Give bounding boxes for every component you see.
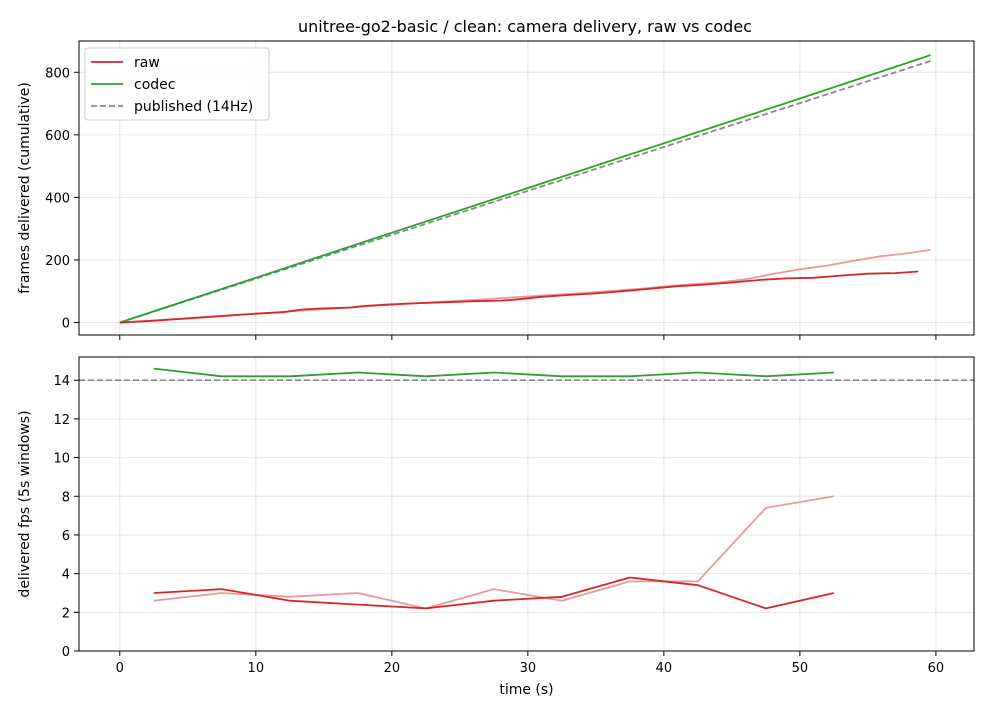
legend: raw codec published (14Hz) bbox=[84, 47, 270, 121]
y-tick-label: 800 bbox=[45, 66, 70, 81]
legend-label-published: published (14Hz) bbox=[134, 99, 253, 115]
chart-panel-2: 0 10 20 30 40 50 60 0 2 4 6 8 10 12 14 delivered fps (5… bbox=[17, 356, 975, 698]
series-line-published bbox=[119, 60, 931, 324]
y-tick-label: 14 bbox=[53, 374, 70, 389]
y-tick-label: 0 bbox=[62, 316, 70, 331]
y-axis-label: frames delivered (cumulative) bbox=[17, 82, 33, 294]
y-tick-label: 200 bbox=[45, 254, 70, 269]
y-tick-label: 6 bbox=[62, 529, 70, 544]
y-tick-label: 400 bbox=[45, 191, 70, 206]
x-axis-label: time (s) bbox=[499, 682, 553, 698]
y-tick-label: 8 bbox=[62, 490, 70, 505]
legend-label-raw: raw bbox=[134, 55, 160, 71]
x-tick-label: 0 bbox=[116, 661, 124, 676]
series-line-codec bbox=[119, 54, 931, 324]
x-tick-label: 30 bbox=[520, 661, 537, 676]
y-tick-label: 0 bbox=[62, 645, 70, 660]
x-tick-label: 20 bbox=[384, 661, 401, 676]
x-tick-label: 60 bbox=[928, 661, 945, 676]
legend-box bbox=[84, 47, 270, 121]
x-tick-label: 40 bbox=[656, 661, 673, 676]
series-line-raw_light bbox=[119, 249, 931, 324]
y-tick-label: 2 bbox=[62, 606, 70, 621]
plot-frame bbox=[78, 40, 975, 336]
figure-title: unitree-go2-basic / clean: camera delive… bbox=[298, 17, 752, 36]
y-tick-label: 600 bbox=[45, 129, 70, 144]
series-line-raw bbox=[119, 270, 919, 324]
series-line-raw_light bbox=[153, 495, 835, 610]
legend-label-codec: codec bbox=[134, 77, 175, 93]
x-tick-label: 50 bbox=[792, 661, 809, 676]
plot-frame bbox=[78, 356, 975, 652]
y-axis-label: delivered fps (5s windows) bbox=[17, 410, 33, 597]
y-tick-label: 12 bbox=[53, 413, 70, 428]
y-tick-label: 4 bbox=[62, 568, 70, 583]
series-line-raw bbox=[153, 576, 835, 610]
chart-panel-1: 0 200 400 600 800 frames delivered (cumulativ… bbox=[17, 40, 975, 340]
x-tick-label: 10 bbox=[248, 661, 265, 676]
series-line-codec bbox=[153, 367, 834, 378]
y-tick-label: 10 bbox=[53, 452, 70, 467]
